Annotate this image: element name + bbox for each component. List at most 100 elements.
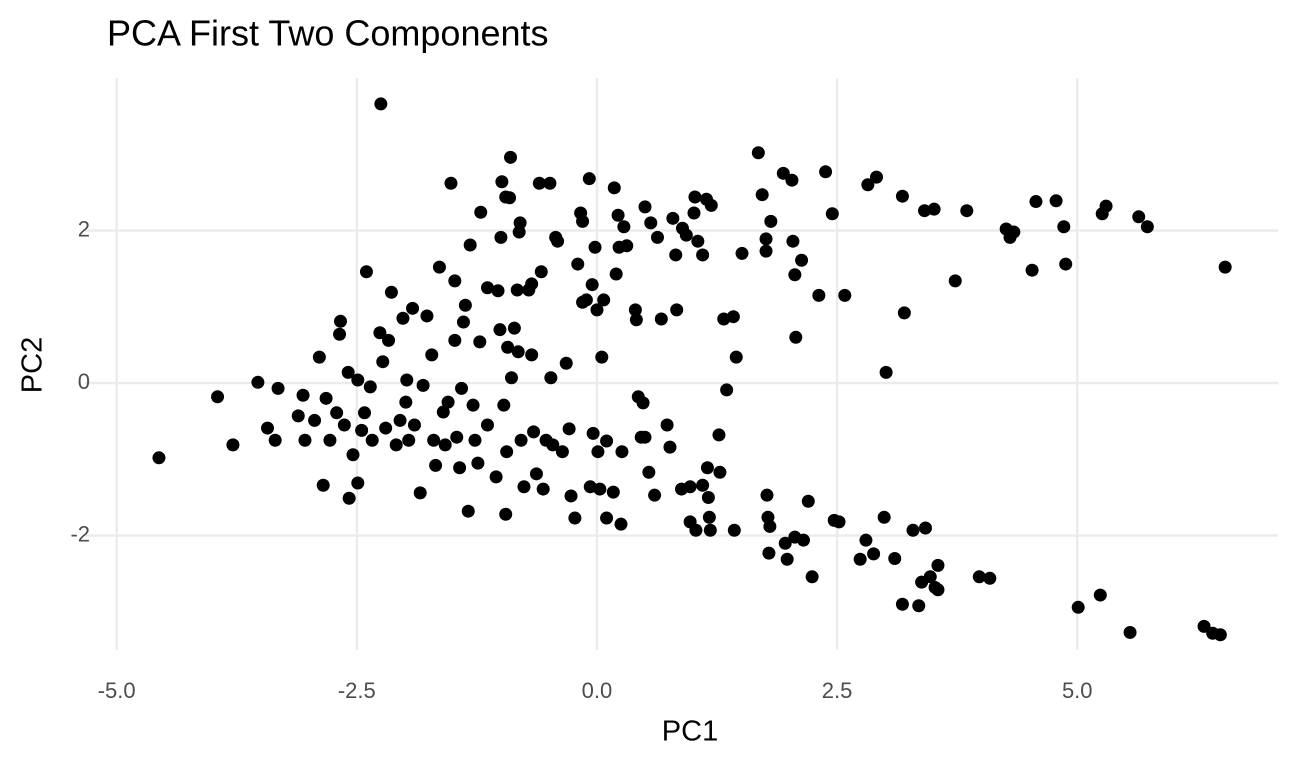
point	[795, 253, 809, 267]
point	[650, 230, 664, 244]
point	[576, 214, 590, 228]
point	[504, 150, 518, 164]
point	[861, 178, 875, 192]
point	[1049, 194, 1063, 208]
point	[788, 268, 802, 282]
point	[296, 388, 310, 402]
point	[764, 214, 778, 228]
point	[972, 570, 986, 584]
point	[463, 238, 477, 252]
point	[534, 265, 548, 279]
point	[559, 356, 573, 370]
point	[507, 321, 521, 335]
point	[453, 461, 467, 475]
point	[525, 348, 539, 362]
point	[703, 523, 717, 537]
point	[702, 510, 716, 524]
point	[679, 228, 693, 242]
point	[261, 421, 275, 435]
point	[226, 438, 240, 452]
point	[291, 409, 305, 423]
point	[801, 494, 815, 508]
point	[298, 433, 312, 447]
point	[1059, 257, 1073, 271]
point	[597, 293, 611, 307]
point	[927, 202, 941, 216]
point	[897, 306, 911, 320]
point	[1025, 263, 1039, 277]
y-tick-label: -2	[70, 521, 90, 546]
point	[600, 434, 614, 448]
point	[351, 476, 365, 490]
point	[628, 303, 642, 317]
point	[853, 552, 867, 566]
point	[805, 570, 819, 584]
point	[931, 583, 945, 597]
point	[468, 433, 482, 447]
point	[780, 552, 794, 566]
point	[611, 208, 625, 222]
point	[416, 378, 430, 392]
point	[918, 521, 932, 535]
point	[789, 330, 803, 344]
point	[763, 519, 777, 533]
x-tick-label: 2.5	[822, 678, 853, 703]
point	[735, 246, 749, 260]
point	[406, 301, 420, 315]
point	[983, 571, 997, 585]
point	[473, 335, 487, 349]
point	[1007, 225, 1021, 239]
point	[726, 310, 740, 324]
point	[720, 383, 734, 397]
point	[499, 507, 513, 521]
point	[432, 260, 446, 274]
point	[759, 244, 773, 258]
point	[931, 558, 945, 572]
point	[407, 418, 421, 432]
x-tick-label: 5.0	[1062, 678, 1093, 703]
point	[615, 445, 629, 459]
point	[568, 511, 582, 525]
point	[869, 170, 883, 184]
point	[425, 348, 439, 362]
point	[582, 172, 596, 186]
point	[341, 365, 355, 379]
point	[812, 288, 826, 302]
x-tick-label: 0.0	[582, 678, 613, 703]
point	[441, 395, 455, 409]
point	[1093, 588, 1107, 602]
point	[461, 504, 475, 518]
point	[960, 204, 974, 218]
point	[663, 440, 677, 454]
grid	[85, 78, 1278, 650]
point	[211, 390, 225, 404]
point	[629, 313, 643, 327]
point	[514, 433, 528, 447]
point	[588, 240, 602, 254]
point	[458, 298, 472, 312]
point	[358, 406, 372, 420]
point	[1132, 210, 1146, 224]
point	[438, 438, 452, 452]
point	[346, 448, 360, 462]
point	[760, 488, 774, 502]
point	[448, 274, 462, 288]
chart-title: PCA First Two Components	[107, 13, 549, 54]
point	[543, 176, 557, 190]
point	[363, 380, 377, 394]
point	[879, 365, 893, 379]
point	[373, 326, 387, 340]
point	[595, 350, 609, 364]
point	[832, 515, 846, 529]
point	[571, 257, 585, 271]
point	[455, 381, 469, 395]
point	[546, 438, 560, 452]
point	[586, 426, 600, 440]
point	[669, 248, 683, 262]
point	[450, 430, 464, 444]
point	[466, 398, 480, 412]
point	[494, 230, 508, 244]
point	[666, 211, 680, 225]
point	[551, 234, 565, 248]
